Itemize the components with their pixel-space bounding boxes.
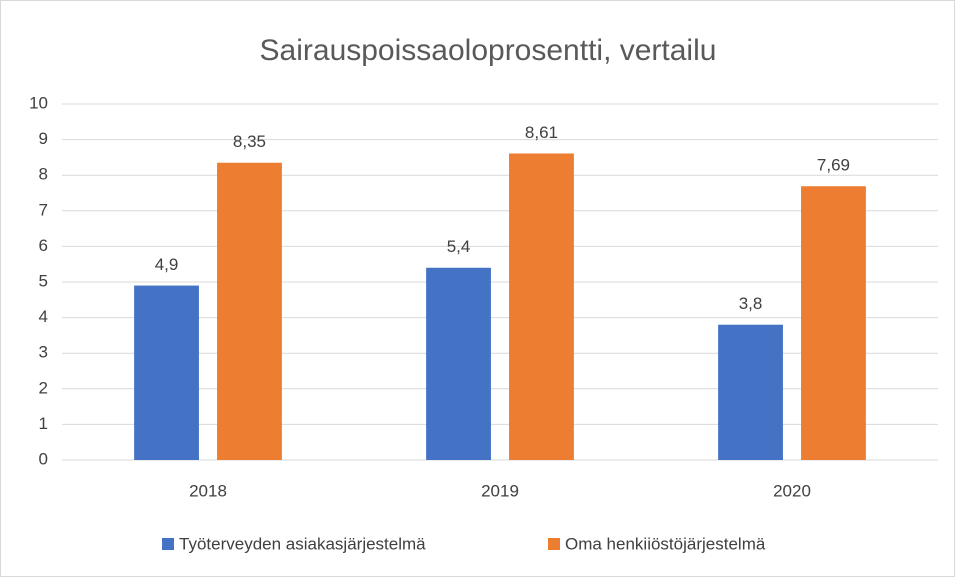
bar <box>134 285 199 460</box>
data-label: 8,35 <box>233 132 266 151</box>
legend-marker <box>548 538 560 550</box>
bar <box>426 267 491 460</box>
y-tick-label: 0 <box>39 449 48 468</box>
y-tick-label: 6 <box>39 236 48 255</box>
legend-marker <box>162 538 174 550</box>
x-tick-label: 2019 <box>481 481 519 500</box>
y-tick-label: 1 <box>39 414 48 433</box>
y-tick-label: 10 <box>29 93 48 112</box>
bar <box>801 186 866 460</box>
data-label: 8,61 <box>525 123 558 142</box>
y-tick-label: 4 <box>39 307 48 326</box>
bar <box>718 324 783 460</box>
y-tick-label: 5 <box>39 271 48 290</box>
bar <box>217 162 282 461</box>
data-label: 7,69 <box>817 156 850 175</box>
legend-label: Oma henkiiöstöjärjestelmä <box>565 534 766 553</box>
y-tick-label: 3 <box>39 343 48 362</box>
x-tick-label: 2020 <box>773 481 811 500</box>
bar <box>509 153 574 460</box>
data-label: 3,8 <box>739 294 763 313</box>
y-tick-label: 2 <box>39 378 48 397</box>
y-tick-label: 7 <box>39 200 48 219</box>
data-label: 5,4 <box>447 237 471 256</box>
legend-label: Työterveyden asiakasjärjestelmä <box>179 534 426 553</box>
chart-title: Sairauspoissaoloprosentti, vertailu <box>260 34 717 67</box>
y-tick-label: 9 <box>39 129 48 148</box>
y-tick-label: 8 <box>39 165 48 184</box>
data-label: 4,9 <box>155 255 179 274</box>
x-tick-label: 2018 <box>189 481 227 500</box>
